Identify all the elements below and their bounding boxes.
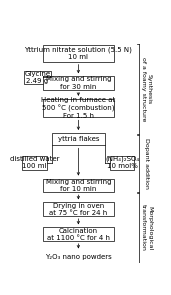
Text: Synthesis
of a foamy structure: Synthesis of a foamy structure xyxy=(141,57,152,122)
Text: distilled water
100 ml: distilled water 100 ml xyxy=(10,156,59,169)
Text: Y₂O₃ nano powders: Y₂O₃ nano powders xyxy=(45,254,112,260)
Text: Glycine
2.49 g: Glycine 2.49 g xyxy=(24,71,50,84)
Text: Yttrium nitrate solution (5.5 N)
10 ml: Yttrium nitrate solution (5.5 N) 10 ml xyxy=(24,47,132,60)
FancyBboxPatch shape xyxy=(43,202,114,216)
FancyBboxPatch shape xyxy=(43,45,114,62)
FancyBboxPatch shape xyxy=(110,155,134,170)
FancyBboxPatch shape xyxy=(43,99,114,117)
Text: Morphological
transformation: Morphological transformation xyxy=(141,204,152,251)
FancyBboxPatch shape xyxy=(43,227,114,241)
FancyBboxPatch shape xyxy=(24,71,51,84)
FancyBboxPatch shape xyxy=(52,133,105,145)
Text: (NH₄)₂SO₄
10 mol%: (NH₄)₂SO₄ 10 mol% xyxy=(105,156,139,170)
Text: yttria flakes: yttria flakes xyxy=(58,136,99,142)
Text: Drying in oven
at 75 °C for 24 h: Drying in oven at 75 °C for 24 h xyxy=(49,203,108,216)
FancyBboxPatch shape xyxy=(22,155,47,170)
Text: Calcination
at 1100 °C for 4 h: Calcination at 1100 °C for 4 h xyxy=(47,227,110,241)
Text: Mixing and stirring
for 10 min: Mixing and stirring for 10 min xyxy=(46,179,111,192)
Text: Mixing and stirring
for 30 min: Mixing and stirring for 30 min xyxy=(46,76,111,90)
FancyBboxPatch shape xyxy=(43,178,114,192)
Text: Heating in furnace at
500 °C (combustion)
For 1.5 h: Heating in furnace at 500 °C (combustion… xyxy=(41,97,115,119)
FancyBboxPatch shape xyxy=(43,76,114,90)
Text: Dopant addition: Dopant addition xyxy=(144,138,149,189)
